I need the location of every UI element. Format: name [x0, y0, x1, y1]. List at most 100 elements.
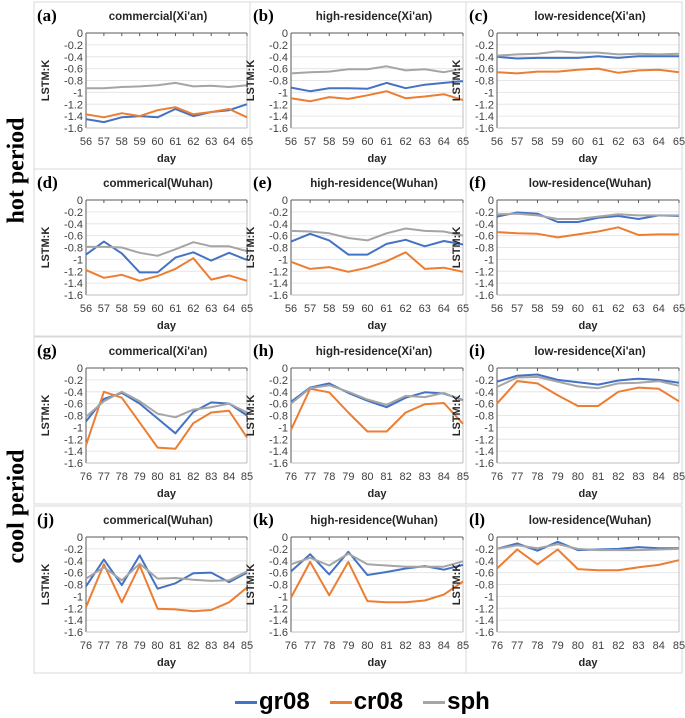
x-tick-label: 63 — [205, 136, 217, 148]
y-tick-label: 0 — [77, 532, 83, 544]
x-tick-label: 83 — [205, 471, 217, 483]
x-tick-label: 84 — [653, 640, 665, 652]
panel-title: commerical(Xi'an) — [109, 346, 208, 358]
x-axis-label: day — [157, 488, 177, 500]
y-tick-label: -0.8 — [475, 243, 494, 255]
y-tick-label: -0.2 — [269, 207, 288, 219]
panel-title: high-residence(Xi'an) — [316, 346, 433, 358]
x-tick-label: 61 — [592, 136, 604, 148]
y-axis-label: LSTM:K — [451, 60, 463, 102]
panel-letter: (l) — [469, 510, 485, 529]
y-tick-label: -1.6 — [64, 458, 83, 470]
y-tick-label: -0.8 — [269, 580, 288, 592]
series-line-gr08 — [85, 554, 248, 590]
x-tick-label: 80 — [361, 471, 373, 483]
y-tick-label: -1.6 — [475, 290, 494, 302]
x-tick-label: 62 — [187, 136, 199, 148]
x-tick-label: 56 — [491, 136, 503, 148]
x-tick-label: 78 — [116, 640, 128, 652]
y-axis-label: LSTM:K — [451, 564, 463, 606]
series-line-sph — [86, 241, 248, 257]
x-tick-label: 82 — [612, 471, 624, 483]
y-tick-label: 0 — [77, 195, 83, 207]
series-line-gr08 — [496, 373, 680, 386]
y-tick-label: -1.4 — [475, 278, 494, 290]
x-tick-label: 81 — [380, 471, 392, 483]
x-tick-label: 79 — [552, 640, 564, 652]
x-tick-label: 85 — [457, 640, 469, 652]
series-line-gr08 — [290, 550, 464, 576]
legend-item-sph: sph — [423, 688, 490, 716]
y-tick-label: 0 — [282, 195, 288, 207]
y-tick-label: 0 — [488, 363, 494, 375]
y-tick-label: -0.2 — [269, 375, 288, 387]
panel-e: (e) high-residence(Wuhan) 0-0.2-0.4-0.6-0.… — [245, 173, 469, 332]
y-tick-label: -0.2 — [475, 40, 494, 52]
x-axis-label: day — [368, 153, 388, 165]
x-tick-label: 64 — [223, 303, 235, 315]
x-tick-label: 60 — [361, 303, 373, 315]
y-tick-label: -0.4 — [64, 52, 83, 64]
x-tick-label: 61 — [169, 303, 181, 315]
y-tick-label: 0 — [488, 195, 494, 207]
x-tick-label: 82 — [612, 640, 624, 652]
series-line-gr08 — [290, 232, 464, 256]
panel-l: (l) low-residence(Wuhan) 0-0.2-0.4-0.6-0.8… — [451, 510, 685, 669]
x-tick-label: 76 — [285, 640, 297, 652]
series-line-cr08 — [496, 226, 679, 239]
y-tick-label: -0.6 — [475, 64, 494, 76]
y-axis-label: LSTM:K — [40, 227, 52, 269]
y-tick-label: -1 — [278, 422, 288, 434]
x-axis-label: day — [579, 153, 599, 165]
y-tick-label: -1.2 — [475, 434, 494, 446]
panel-title: low-residence(Wuhan) — [529, 515, 652, 527]
y-tick-label: -0.8 — [64, 76, 83, 88]
x-tick-label: 81 — [592, 471, 604, 483]
y-tick-label: -0.8 — [64, 580, 83, 592]
x-tick-label: 82 — [187, 471, 199, 483]
x-tick-label: 57 — [511, 136, 523, 148]
x-tick-label: 57 — [98, 303, 110, 315]
x-tick-label: 79 — [134, 640, 146, 652]
y-tick-label: -0.4 — [269, 556, 288, 568]
y-tick-label: -0.6 — [269, 64, 288, 76]
x-tick-label: 63 — [419, 303, 431, 315]
y-tick-label: -0.6 — [269, 399, 288, 411]
x-tick-label: 85 — [457, 471, 469, 483]
y-axis-label: LSTM:K — [245, 227, 257, 269]
y-tick-label: -0.6 — [475, 568, 494, 580]
panel-letter: (c) — [469, 6, 488, 25]
x-tick-label: 59 — [134, 303, 146, 315]
series-line-cr08 — [85, 563, 248, 613]
y-tick-label: -0.4 — [64, 219, 83, 231]
x-tick-label: 62 — [400, 136, 412, 148]
x-axis-label: day — [579, 657, 599, 669]
series-line-sph — [290, 227, 464, 242]
x-tick-label: 63 — [419, 136, 431, 148]
x-tick-label: 57 — [304, 303, 316, 315]
x-tick-label: 64 — [653, 136, 665, 148]
x-axis-label: day — [368, 320, 388, 332]
x-tick-label: 63 — [632, 303, 644, 315]
y-tick-label: -0.2 — [475, 544, 494, 556]
y-tick-label: -0.6 — [269, 231, 288, 243]
x-tick-label: 58 — [531, 136, 543, 148]
x-tick-label: 60 — [151, 303, 163, 315]
x-tick-label: 81 — [169, 471, 181, 483]
y-tick-label: -1 — [484, 87, 494, 99]
y-tick-label: -1 — [278, 87, 288, 99]
y-tick-label: -1.6 — [64, 123, 83, 135]
series-line-cr08 — [290, 251, 464, 273]
panel-title: low-residence(Xi'an) — [534, 346, 646, 358]
y-tick-label: -0.8 — [475, 411, 494, 423]
x-tick-label: 76 — [80, 471, 92, 483]
series-line-sph — [86, 81, 248, 90]
y-tick-label: -1.2 — [475, 99, 494, 111]
panel-letter: (k) — [253, 510, 274, 529]
y-tick-label: -0.6 — [475, 399, 494, 411]
x-tick-label: 62 — [400, 303, 412, 315]
y-tick-label: -0.2 — [475, 207, 494, 219]
y-tick-label: -1.6 — [475, 627, 494, 639]
x-tick-label: 64 — [438, 303, 450, 315]
panel-b: (b) high-residence(Xi'an) 0-0.2-0.4-0.6-0.… — [245, 6, 469, 165]
